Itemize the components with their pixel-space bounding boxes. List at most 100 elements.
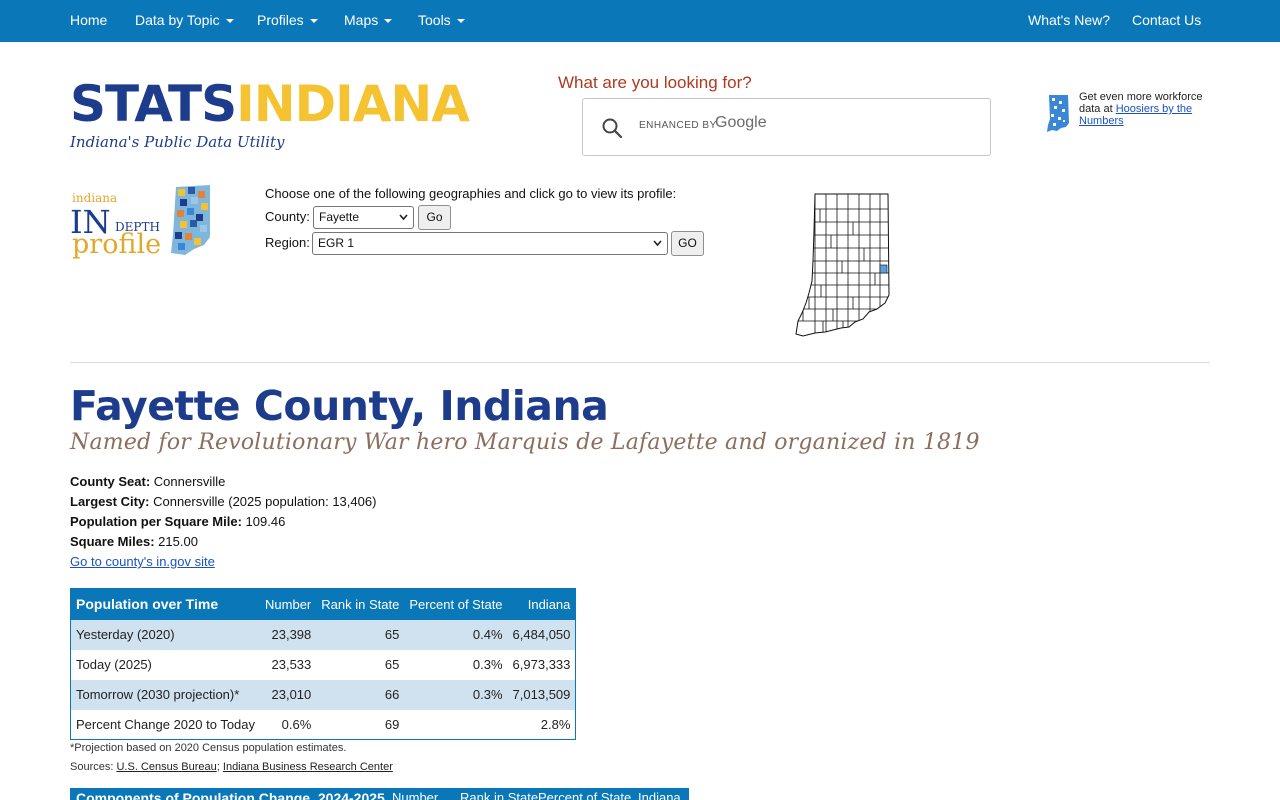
county-label: County: — [265, 209, 310, 224]
table-row: Today (2025) 23,533 65 0.3% 6,973,333 — [71, 650, 576, 680]
region-go-button[interactable]: GO — [671, 231, 704, 256]
fact-label: Largest City: — [70, 494, 150, 509]
table-row: Tomorrow (2030 projection)* 23,010 66 0.… — [70, 679, 576, 710]
fact-label: Square Miles: — [70, 534, 155, 549]
county-select[interactable]: Fayette — [313, 206, 414, 229]
region-select-value: EGR 1 — [318, 236, 355, 250]
fact-value: 109.46 — [245, 514, 286, 529]
nav-whats-new[interactable]: What's New? — [1028, 12, 1111, 28]
ibrc-link[interactable]: Indiana Business Research Center — [222, 761, 393, 773]
logo-indiana-text: INDIANA — [236, 75, 470, 133]
table-cell: 7,013,509 — [507, 679, 576, 710]
table-cell: 65 — [384, 657, 400, 672]
table-cell: 2.8% — [540, 716, 571, 732]
county-gov-site-link[interactable]: Go to county's in.gov site — [70, 554, 215, 569]
table-cell: 0.3% — [472, 657, 503, 672]
indepth-logo-profile-text: profile — [72, 229, 161, 260]
table-cell: Yesterday (2020) — [70, 619, 261, 650]
indepth-logo-small-text: indiana — [72, 191, 117, 205]
caret-down-icon — [384, 19, 393, 23]
census-bureau-link[interactable]: U.S. Census Bureau — [116, 761, 217, 773]
logo-stats-text: STATS — [70, 75, 237, 133]
table-cell: 23,398 — [260, 619, 317, 650]
indiana-state-outline — [795, 193, 890, 337]
workforce-promo: Get even more workforce data at Hoosiers… — [1079, 91, 1219, 127]
sources-label: Sources: — [70, 761, 114, 773]
fact-label: County Seat: — [70, 474, 151, 489]
search-enhanced-by: ENHANCED BY — [639, 120, 717, 131]
nav-data-by-topic-label: Data by Topic — [135, 12, 220, 28]
region-label: Region: — [265, 235, 310, 250]
table-cell: Today (2025) — [76, 657, 152, 672]
nav-home[interactable]: Home — [70, 12, 108, 28]
search-icon[interactable] — [601, 117, 623, 139]
chevron-down-icon — [653, 240, 662, 247]
nav-data-by-topic[interactable]: Data by Topic — [135, 0, 234, 42]
table-cell: 6,973,333 — [512, 657, 571, 672]
table-header-cell: Number — [392, 790, 439, 800]
hoosiers-by-the-numbers-link[interactable]: Hoosiers by the Numbers — [1079, 103, 1193, 127]
sources-line: Sources: U.S. Census Bureau; Indiana Bus… — [70, 761, 393, 773]
components-of-change-table-header: Components of Population Change, 2024-20… — [70, 788, 689, 800]
nav-maps[interactable]: Maps — [344, 0, 393, 42]
population-over-time-table: Population over Time Number Rank in Stat… — [70, 588, 577, 740]
fayette-county-highlight[interactable] — [879, 264, 888, 274]
caret-down-icon — [456, 19, 465, 23]
fact-largest-city: Largest City: Connersville (2025 populat… — [70, 494, 376, 510]
statsindiana-logo[interactable]: STATSINDIANA — [70, 72, 470, 136]
fact-value: Connersville — [153, 474, 226, 489]
table-header-cell: Rank in State — [460, 790, 539, 800]
nav-contact-us[interactable]: Contact Us — [1132, 12, 1202, 28]
table-header-row: Population over Time Number Rank in Stat… — [70, 588, 576, 620]
site-tagline: Indiana's Public Data Utility — [70, 133, 285, 151]
caret-down-icon — [225, 19, 234, 23]
indepth-mosaic-graphic — [171, 185, 210, 255]
chevron-down-icon — [399, 214, 408, 221]
indepth-profile-logo: indiana IN DEPTH profile — [70, 185, 210, 260]
fact-value: 215.00 — [158, 534, 198, 549]
caret-down-icon — [309, 19, 318, 23]
search-input[interactable]: ENHANCED BY Google — [582, 98, 991, 156]
search-google-brand: Google — [715, 114, 767, 131]
indiana-map-icon — [1047, 95, 1069, 132]
nav-profiles-label: Profiles — [257, 12, 304, 28]
indepth-logo-depth-text: DEPTH — [115, 220, 160, 234]
fact-county-seat: County Seat: Connersville — [70, 474, 225, 490]
table-cell: 23,010 — [260, 679, 317, 710]
table-row: Yesterday (2020) 23,398 65 0.4% 6,484,05… — [70, 619, 576, 650]
section-divider — [70, 362, 1210, 363]
table-header-cell: Number — [260, 588, 317, 620]
indiana-county-map[interactable] — [793, 191, 893, 337]
table-header-cell: Population over Time — [70, 588, 261, 620]
promo-text: Get even more workforce data at — [1079, 91, 1203, 115]
search-heading: What are you looking for? — [558, 73, 752, 92]
table-cell — [404, 710, 507, 740]
table-cell: 6,484,050 — [507, 619, 576, 650]
table-header-cell: Indiana — [638, 790, 681, 800]
fact-label: Population per Square Mile: — [70, 514, 242, 529]
components-table-title: Components of Population Change, 2024-20… — [76, 790, 385, 800]
table-cell: 65 — [316, 619, 405, 650]
table-cell: 0.6% — [281, 716, 312, 732]
indepth-logo-in-text: IN — [70, 203, 111, 241]
table-header-cell: Rank in State — [316, 588, 405, 620]
table-header-cell: Percent of State — [404, 588, 508, 620]
county-grid — [796, 194, 889, 336]
table-cell: 0.3% — [404, 679, 508, 710]
table-cell: 69 — [384, 716, 400, 732]
table-cell: Tomorrow (2030 projection)* — [70, 679, 261, 710]
table-cell: 23,533 — [271, 657, 312, 672]
table-cell: 66 — [316, 679, 405, 710]
table-cell: Percent Change 2020 to Today — [76, 716, 256, 732]
fact-value: Connersville (2025 population: 13,406) — [153, 494, 377, 509]
page-title: Fayette County, Indiana — [70, 382, 609, 430]
nav-tools[interactable]: Tools — [418, 0, 465, 42]
table-cell: 0.4% — [404, 619, 508, 650]
table-row: Percent Change 2020 to Today 0.6% 69 2.8… — [71, 710, 576, 740]
region-select[interactable]: EGR 1 — [312, 232, 668, 255]
nav-profiles[interactable]: Profiles — [257, 0, 318, 42]
county-go-button[interactable]: Go — [418, 205, 451, 230]
geography-instruction: Choose one of the following geographies … — [265, 186, 677, 201]
top-navigation: Home Data by Topic Profiles Maps Tools W… — [0, 0, 1280, 42]
table-header-cell: Indiana — [507, 588, 576, 620]
